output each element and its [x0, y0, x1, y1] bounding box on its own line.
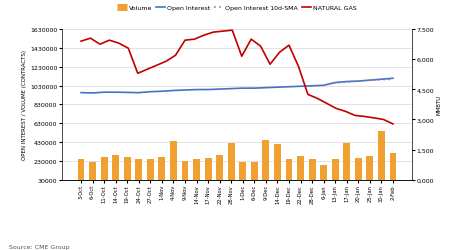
Bar: [158, 157, 165, 183]
Bar: [124, 158, 131, 183]
Bar: [274, 144, 281, 183]
Bar: [170, 142, 177, 183]
Bar: [136, 159, 142, 183]
Bar: [297, 156, 304, 183]
Bar: [89, 163, 96, 183]
Bar: [193, 160, 200, 183]
Y-axis label: MMBTU: MMBTU: [437, 95, 442, 115]
Legend: Volume, Open Interest, Open Interest 10d-SMA, NATURAL GAS: Volume, Open Interest, Open Interest 10d…: [115, 3, 359, 13]
Bar: [112, 156, 119, 183]
Bar: [343, 143, 350, 183]
Bar: [320, 166, 327, 183]
Bar: [251, 162, 258, 183]
Bar: [78, 160, 84, 183]
Bar: [205, 158, 211, 183]
Bar: [378, 132, 385, 183]
Bar: [309, 160, 316, 183]
Bar: [216, 156, 223, 183]
Bar: [390, 153, 396, 183]
Y-axis label: OPEN INTEREST / VOLUME (CONTRACTS): OPEN INTEREST / VOLUME (CONTRACTS): [22, 50, 27, 160]
Bar: [285, 159, 292, 183]
Bar: [366, 156, 374, 183]
Bar: [147, 159, 154, 183]
Bar: [100, 158, 108, 183]
Bar: [239, 163, 246, 183]
Bar: [263, 140, 269, 183]
Bar: [355, 158, 362, 183]
Bar: [182, 161, 189, 183]
Bar: [228, 144, 235, 183]
Text: Source: CME Group: Source: CME Group: [9, 244, 70, 249]
Bar: [332, 159, 338, 183]
